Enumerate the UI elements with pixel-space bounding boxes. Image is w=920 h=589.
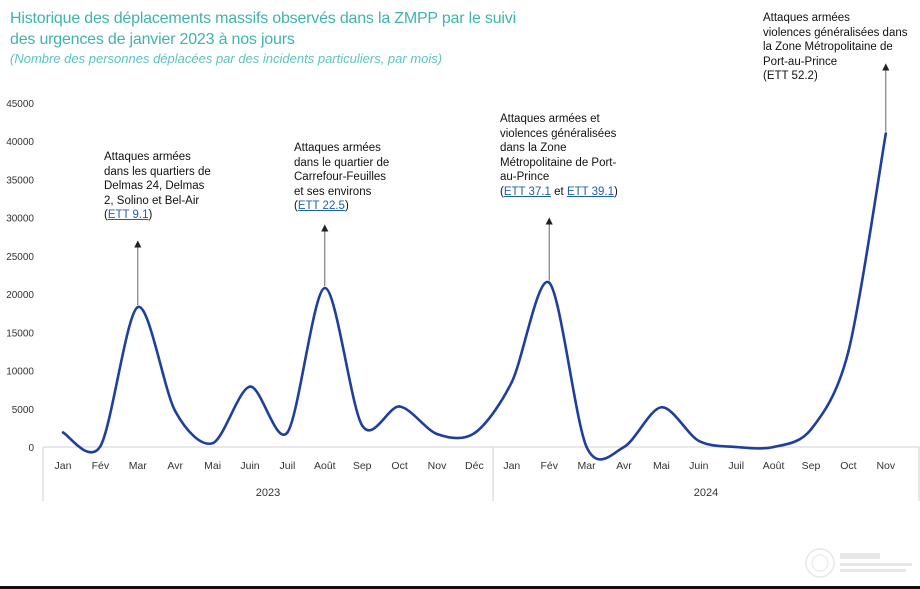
- annotation-line: Carrefour-Feuilles: [294, 171, 387, 183]
- data-point: [99, 444, 102, 448]
- data-point: [248, 385, 252, 388]
- x-tick-label: Juil: [728, 460, 744, 472]
- annotation-ref-joiner: et: [554, 185, 564, 198]
- bottom-border: [0, 586, 920, 589]
- annotation-delmas: Attaques armées dans les quartiers de De…: [104, 150, 218, 223]
- chart-heading: Historique des déplacements massifs obse…: [10, 8, 530, 66]
- y-tick-label: 40000: [6, 137, 34, 148]
- ett-52-2-ref: ETT 52.2: [766, 70, 814, 82]
- data-point: [286, 431, 289, 434]
- data-point: [772, 445, 775, 449]
- data-point: [360, 424, 364, 427]
- annotation-line: Port-au-Prince: [763, 55, 838, 68]
- y-tick-label: 35000: [6, 175, 34, 186]
- y-tick-label: 30000: [6, 214, 34, 225]
- ett-37-1-link[interactable]: ETT 37.1: [503, 185, 551, 198]
- y-tick-label: 15000: [6, 328, 34, 339]
- annotation-zone-metropolitaine-nov: Attaques armées violences généralisées d…: [763, 11, 916, 84]
- y-tick-label: 45000: [6, 99, 34, 110]
- data-point: [697, 439, 701, 443]
- annotation-ref: (ETT 9.1): [104, 209, 153, 221]
- annotation-ref: (ETT 52.2): [763, 70, 818, 82]
- x-tick-label: Août: [314, 460, 336, 472]
- data-point: [809, 428, 813, 431]
- chart-subtitle: (Nombre des personnes déplacées par des …: [10, 51, 443, 66]
- ett-9-1-link[interactable]: ETT 9.1: [107, 209, 149, 221]
- data-point: [734, 445, 738, 449]
- annotation-line: dans les quartiers de: [104, 165, 211, 178]
- x-tick-label: Mai: [653, 460, 670, 472]
- ett-39-1-link[interactable]: ETT 39.1: [566, 185, 615, 198]
- x-tick-label: Juil: [280, 460, 296, 472]
- annotation-line: et ses environs: [294, 185, 372, 198]
- data-point: [61, 431, 65, 434]
- data-point: [510, 380, 514, 384]
- annotation-line: 2, Solino et Bel-Air: [104, 194, 200, 207]
- y-tick-label: 25000: [6, 252, 34, 263]
- data-point: [211, 441, 214, 445]
- data-point: [435, 432, 439, 436]
- annotation-line: Delmas 24, Delmas: [104, 180, 205, 192]
- x-tick-label: Mai: [204, 460, 221, 472]
- x-tick-label: Jan: [503, 460, 520, 472]
- annotation-line: Attaques armées: [294, 142, 381, 154]
- annotation-line: Métropolitaine de Port-: [500, 156, 617, 169]
- x-tick-label: Avr: [616, 460, 632, 472]
- x-tick-label: Mar: [129, 460, 148, 472]
- x-tick-label: Avr: [167, 460, 183, 472]
- x-tick-label: Jan: [55, 460, 72, 472]
- series-line: [62, 133, 888, 461]
- annotation-ref: (ETT 37.1 et ETT 39.1): [500, 185, 618, 198]
- annotation-line: au-Prince: [500, 171, 550, 183]
- y-tick-label: 20000: [6, 290, 34, 301]
- annotation-line: dans la Zone: [500, 142, 567, 154]
- annotation-line: Attaques armées et: [500, 113, 600, 125]
- x-tick-label: Nov: [428, 460, 447, 472]
- x-group-label: 2024: [694, 487, 718, 499]
- y-tick-label: 5000: [12, 405, 35, 416]
- data-point: [473, 431, 476, 435]
- x-tick-label: Nov: [876, 460, 895, 472]
- y-tick-label: 0: [28, 443, 34, 454]
- annotation-line: la Zone Métropolitaine de: [763, 41, 893, 53]
- annotation-ref: (ETT 22.5): [294, 200, 349, 212]
- x-tick-label: Juin: [240, 460, 259, 472]
- x-group-label: 2023: [256, 487, 280, 499]
- data-point: [323, 286, 327, 290]
- y-tick-label: 10000: [6, 367, 34, 378]
- annotation-line: violences généralisées: [500, 127, 617, 140]
- x-tick-label: Sep: [353, 460, 372, 472]
- data-point: [547, 281, 551, 284]
- annotation-line: dans le quartier de: [294, 156, 390, 169]
- data-point: [585, 445, 588, 449]
- x-tick-label: Déc: [465, 460, 484, 472]
- data-point: [398, 405, 401, 408]
- data-point: [136, 305, 140, 309]
- annotation-line: Attaques armées: [104, 151, 191, 163]
- annotation-zone-metropolitaine-2024: Attaques armées et violences généralisée…: [500, 112, 636, 199]
- x-tick-label: Oct: [391, 460, 407, 472]
- x-tick-label: Juin: [689, 460, 708, 472]
- annotation-line: violences généralisées dans: [763, 26, 908, 39]
- ett-22-5-link[interactable]: ETT 22.5: [297, 200, 345, 212]
- chart-title: Historique des déplacements massifs obse…: [10, 10, 516, 48]
- data-point: [660, 405, 663, 409]
- data-point: [884, 132, 888, 135]
- data-point: [622, 445, 626, 449]
- x-tick-label: Sep: [802, 460, 821, 472]
- annotation-carrefour-feuilles: Attaques armées dans le quartier de Carr…: [294, 141, 398, 214]
- annotation-line: Attaques armées: [763, 12, 850, 24]
- data-point: [847, 350, 850, 353]
- x-tick-label: Fév: [540, 460, 558, 472]
- x-tick-label: Août: [763, 460, 785, 472]
- x-tick-label: Oct: [840, 460, 856, 472]
- data-point: [173, 409, 177, 413]
- organization-logo-watermark: [805, 548, 912, 578]
- x-tick-label: Fév: [92, 460, 110, 472]
- x-tick-label: Mar: [578, 460, 597, 472]
